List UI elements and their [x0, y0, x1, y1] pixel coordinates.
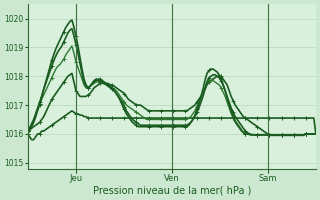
X-axis label: Pression niveau de la mer( hPa ): Pression niveau de la mer( hPa ): [92, 186, 251, 196]
